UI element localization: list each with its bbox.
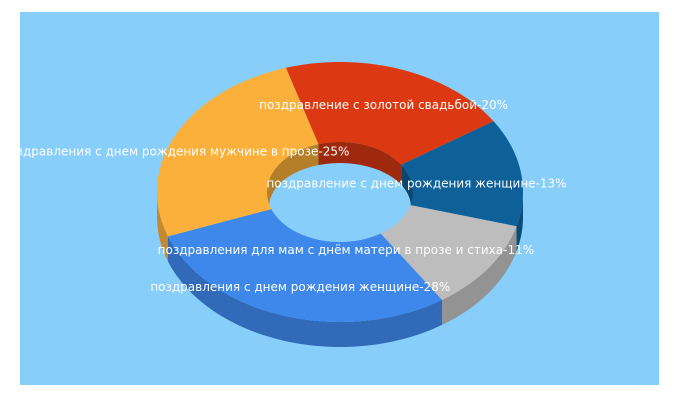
- donut-depth: [157, 142, 523, 347]
- slice-4-top: [168, 209, 443, 322]
- slice-5-inner-wall: [267, 144, 319, 217]
- slice-5-outer-wall: [157, 191, 169, 262]
- donut-top: [157, 62, 523, 322]
- slice-2-label: поздравление с днем рождения женщине-13%: [266, 177, 566, 191]
- slice-1-label: поздравление с золотой свадьбой-20%: [259, 98, 508, 112]
- slice-4-outer-wall: [168, 236, 443, 347]
- slice-3-label: поздравления для мам с днём матери в про…: [158, 243, 534, 257]
- slice-4-label: поздравления с днем рождения женщине-28%: [150, 280, 450, 294]
- slice-labels: поздравление с золотой свадьбой-20% поздр…: [20, 98, 567, 294]
- slice-1-top: [285, 62, 494, 165]
- donut-chart: поздравление с золотой свадьбой-20% поздр…: [20, 62, 567, 347]
- slice-3-outer-wall: [442, 226, 517, 325]
- slice-5-label: поздравления с днем рождения мужчине в п…: [20, 145, 349, 159]
- slice-2-inner-wall: [401, 164, 413, 218]
- slice-2-top: [401, 121, 523, 227]
- donut-hole: [269, 163, 411, 251]
- chart-panel: поздравление с золотой свадьбой-20% поздр…: [20, 12, 659, 385]
- slice-2-outer-wall: [516, 190, 523, 252]
- slice-5-top: [157, 67, 319, 237]
- slice-3-top: [380, 205, 517, 300]
